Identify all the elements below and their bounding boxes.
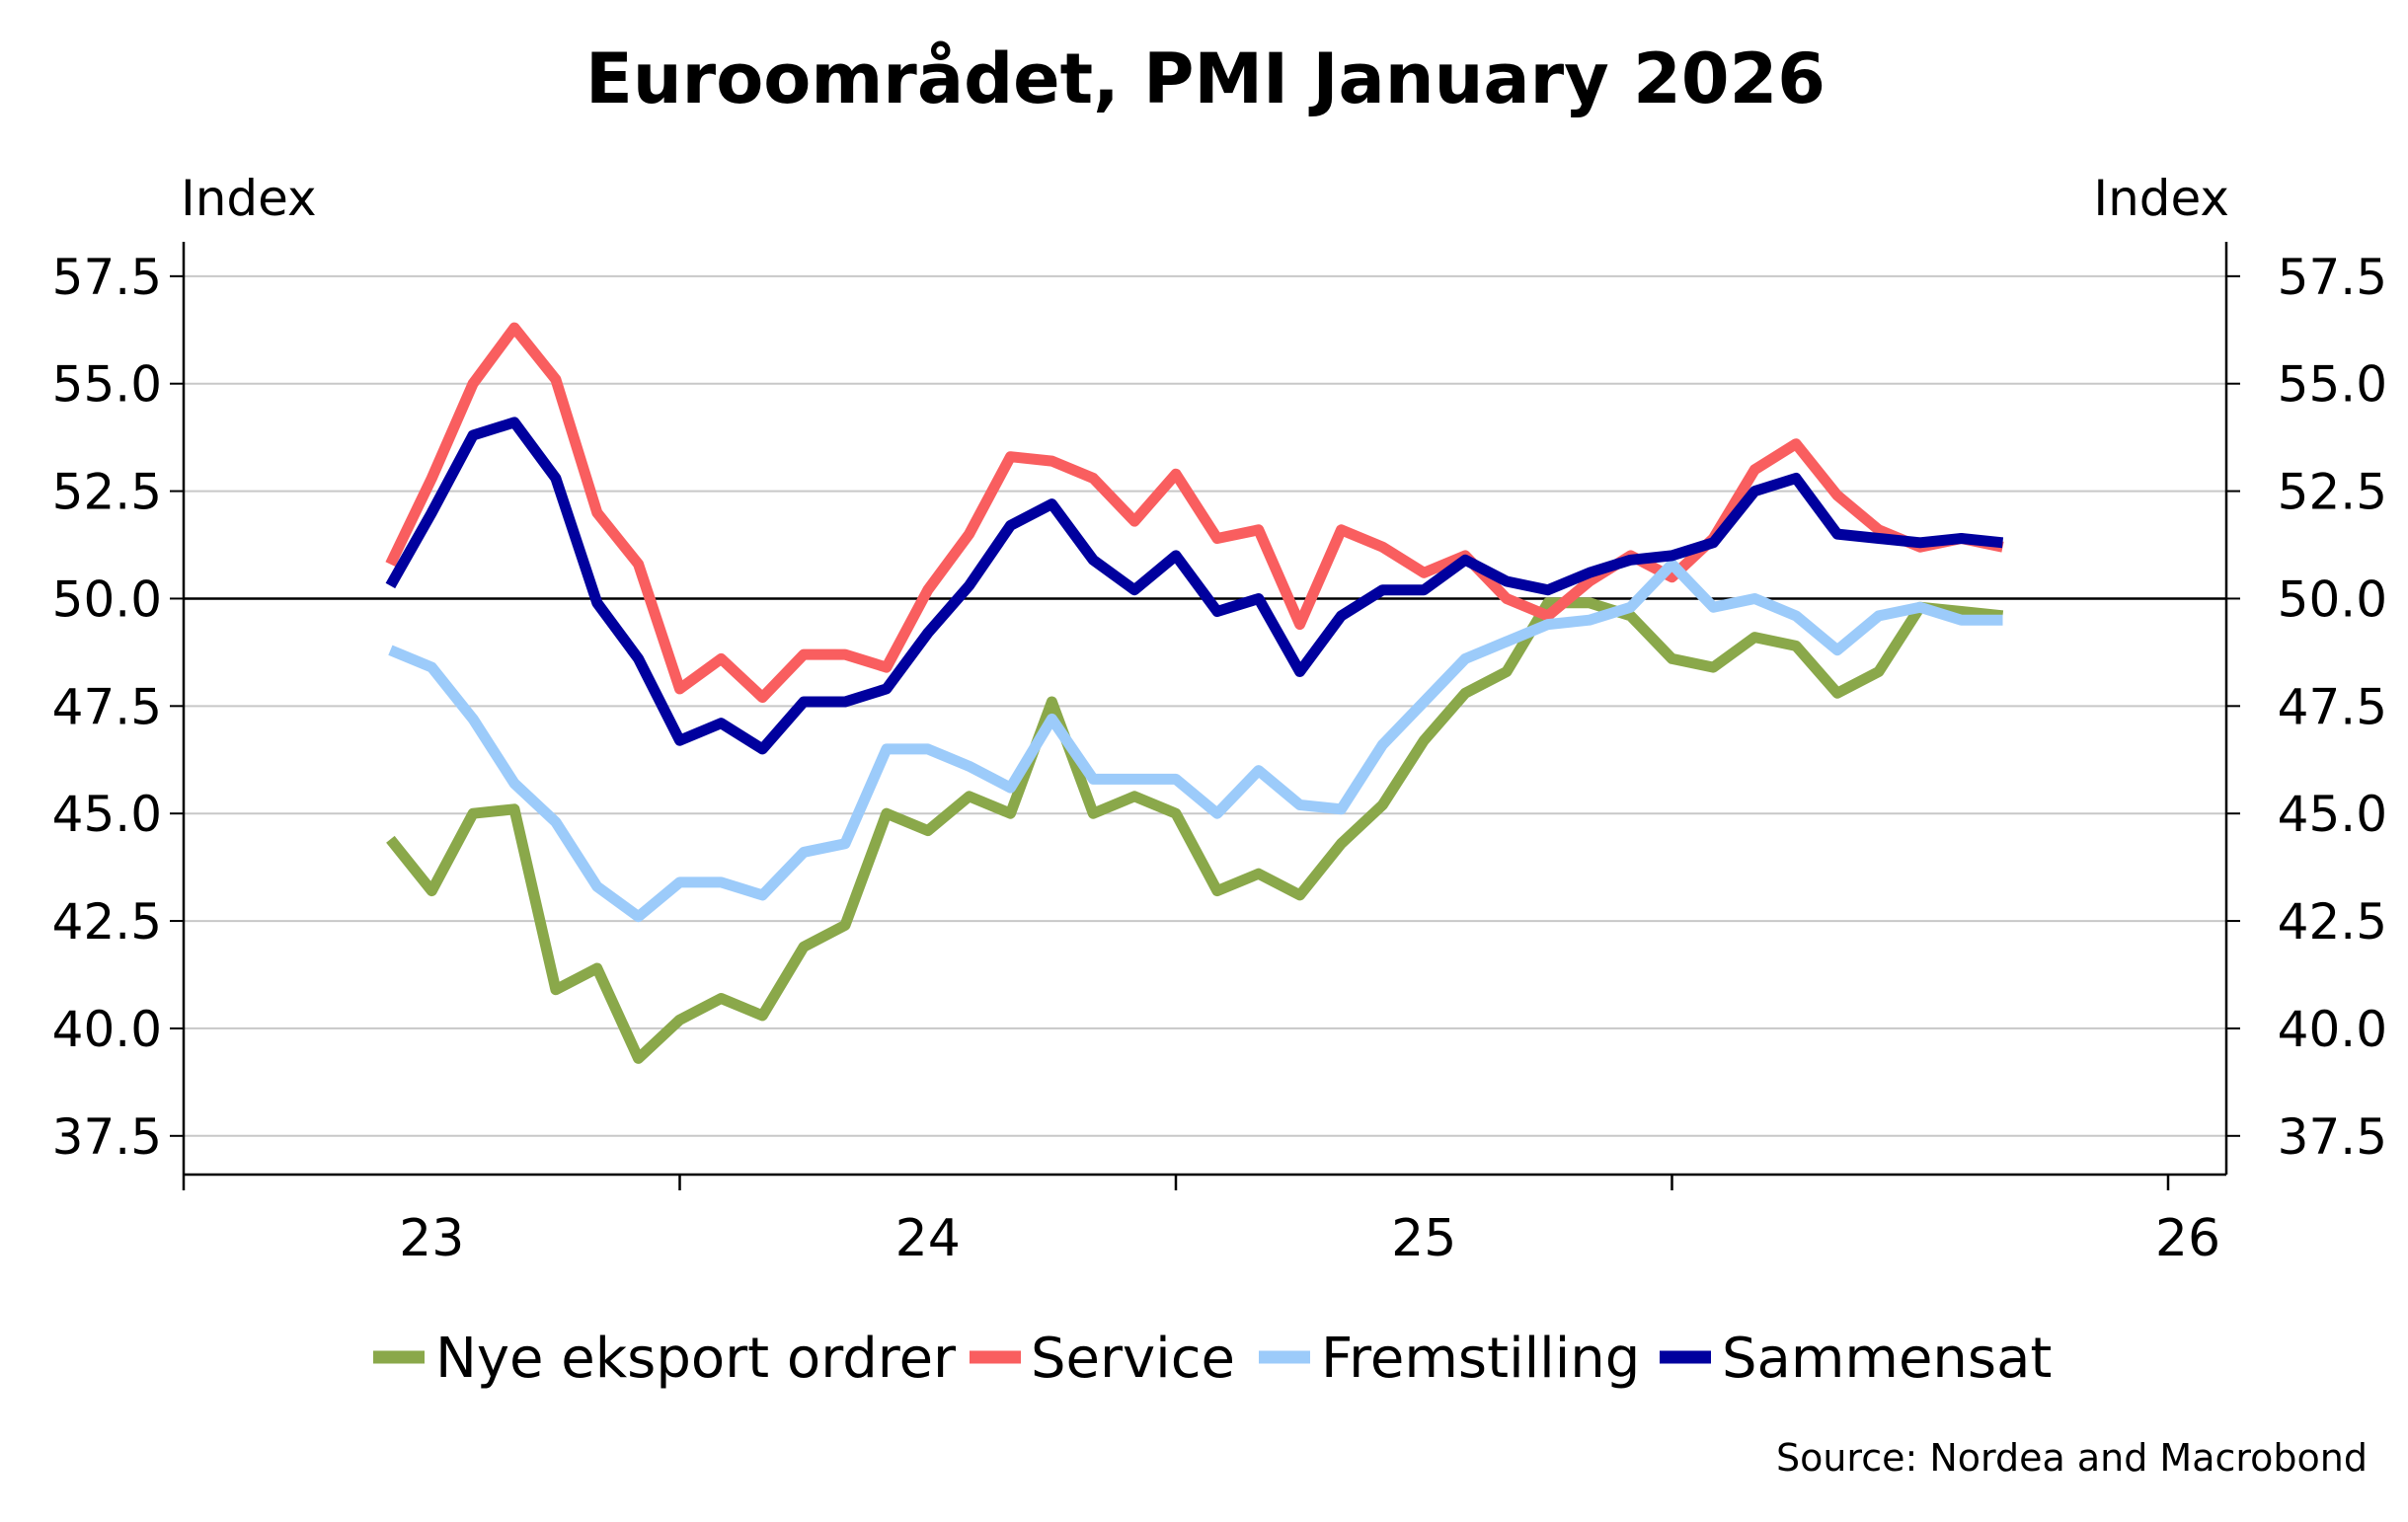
- y-right-tick-label: 50.0: [2278, 571, 2387, 628]
- y-left-tick-label: 37.5: [52, 1108, 162, 1166]
- axes: [182, 242, 2228, 1177]
- y-axis-left-unit: Index: [181, 170, 317, 227]
- legend-label-service: Service: [1031, 1327, 1235, 1391]
- x-tick-label: 23: [399, 1209, 464, 1268]
- y-left-tick-label: 55.0: [52, 356, 162, 414]
- y-left-tick-label: 50.0: [52, 571, 162, 628]
- y-left-tick-label: 42.5: [52, 893, 162, 951]
- y-right-tick-label: 52.5: [2278, 464, 2387, 521]
- source-note: Source: Nordea and Macrobond: [1776, 1436, 2368, 1480]
- series-line-service: [385, 322, 2004, 704]
- legend-label-fremstilling: Fremstilling: [1321, 1327, 1640, 1391]
- x-tick-label: 24: [895, 1209, 961, 1268]
- chart-title: Euroområdet, PMI January 2026: [585, 38, 1825, 119]
- legend: Nye eksport ordrer Service Fremstilling …: [373, 1327, 2052, 1391]
- y-right-tick-label: 37.5: [2278, 1108, 2387, 1166]
- y-right-tick-label: 42.5: [2278, 893, 2387, 951]
- x-tick-label: 25: [1391, 1209, 1456, 1268]
- y-left-tick-label: 47.5: [52, 678, 162, 735]
- y-right-tick-label: 55.0: [2278, 356, 2387, 414]
- y-right-tick-label: 57.5: [2278, 249, 2387, 306]
- series-line-nye-eksport-ordrer: [386, 597, 2004, 1064]
- legend-label-sammensat: Sammensat: [1722, 1327, 2052, 1391]
- series-lines: [385, 322, 2004, 1064]
- gridlines: [184, 274, 2226, 1137]
- y-left-tick-label: 45.0: [52, 786, 162, 843]
- y-axis-left: 57.5 55.0 52.5 50.0 47.5 45.0 42.5 40.0 37.5: [52, 249, 184, 1166]
- series-line-sammensat: [385, 417, 2004, 755]
- y-right-tick-label: 45.0: [2278, 786, 2387, 843]
- y-right-tick-label: 47.5: [2278, 678, 2387, 735]
- x-tick-label: 26: [2155, 1209, 2220, 1268]
- y-left-tick-label: 52.5: [52, 464, 162, 521]
- y-left-tick-label: 57.5: [52, 249, 162, 306]
- legend-label-nye-eksport-ordrer: Nye eksport ordrer: [435, 1327, 957, 1391]
- y-right-tick-label: 40.0: [2278, 1001, 2387, 1058]
- y-axis-right-unit: Index: [2093, 170, 2229, 227]
- series-line-fremstilling: [388, 559, 2003, 923]
- y-axis-right: 57.5 55.0 52.5 50.0 47.5 45.0 42.5 40.0 37.5: [2226, 249, 2387, 1166]
- x-axis: 23 24 25 26: [182, 1175, 2220, 1268]
- y-left-tick-label: 40.0: [52, 1001, 162, 1058]
